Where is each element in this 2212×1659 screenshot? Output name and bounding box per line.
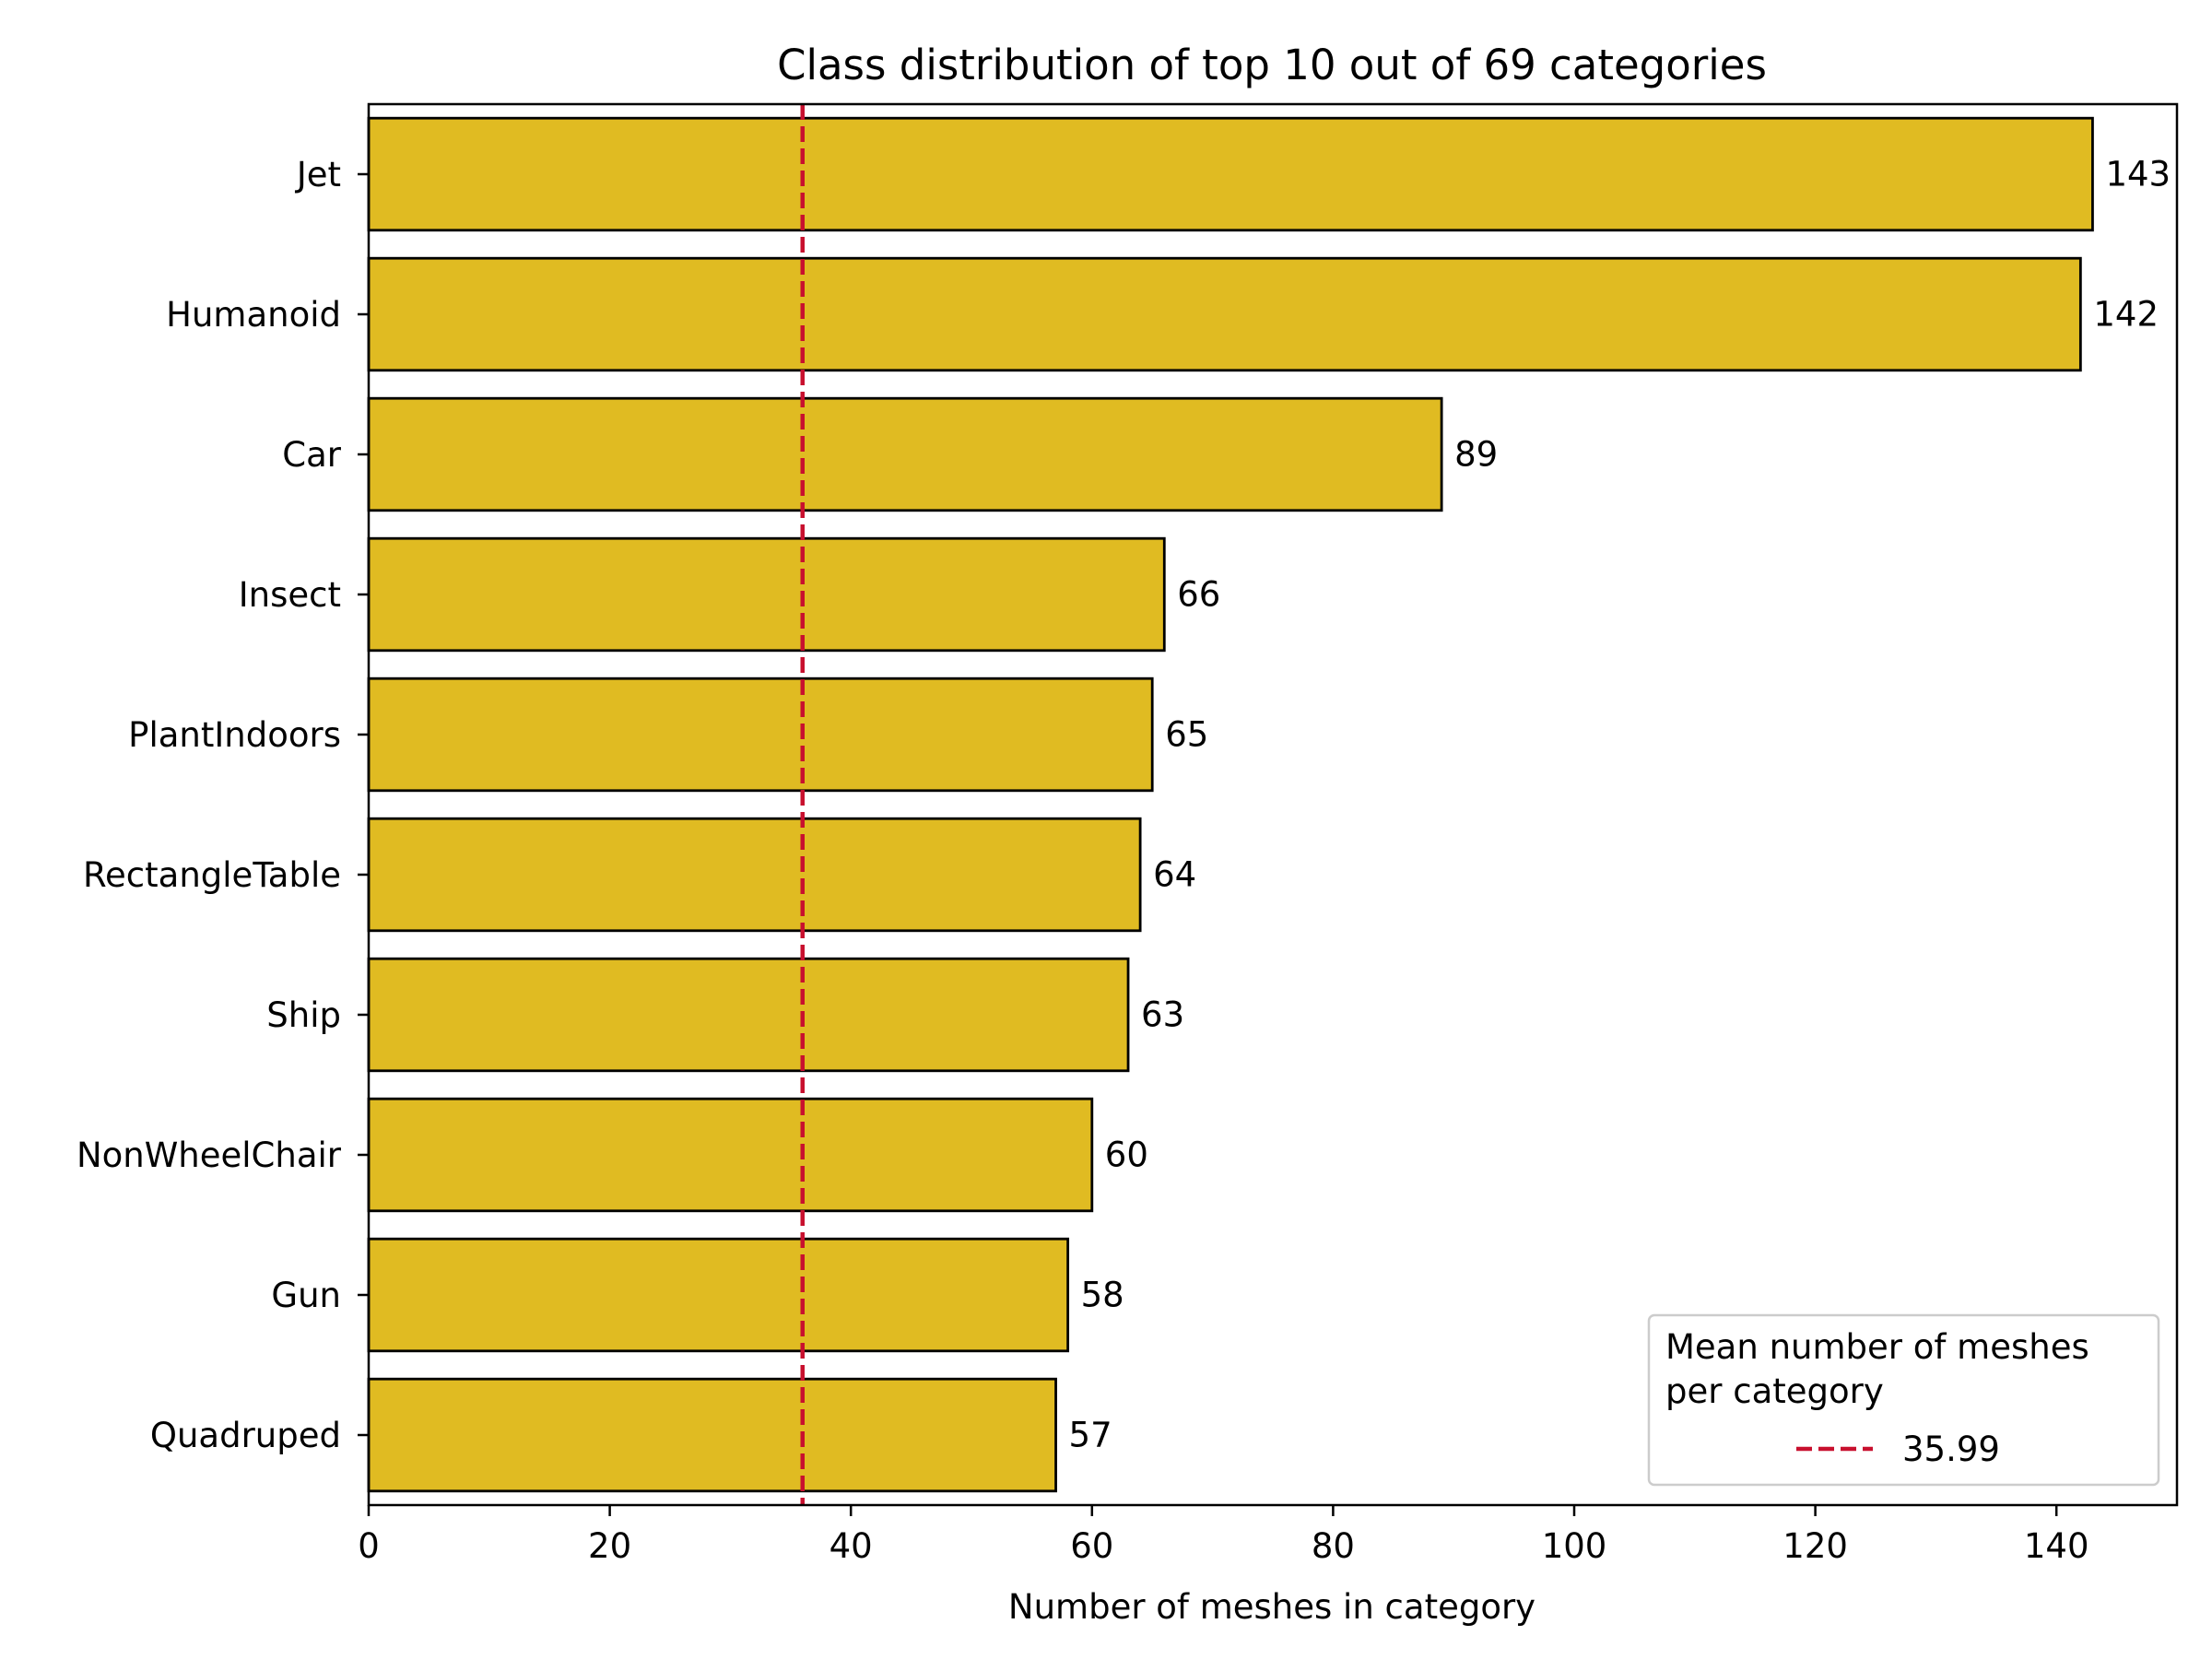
y-tick-label-jet: Jet: [295, 155, 341, 194]
y-tick-label-insect: Insect: [239, 575, 341, 615]
x-tick-label: 0: [358, 1526, 380, 1566]
x-tick-label: 40: [830, 1526, 873, 1566]
data-label-car: 89: [1454, 435, 1498, 475]
bar-gun: [367, 1237, 1070, 1353]
legend-title: Mean number of meshes per category: [1665, 1327, 2089, 1411]
data-label-humanoid: 142: [2093, 295, 2159, 335]
x-tick-label: 80: [1312, 1526, 1355, 1566]
x-tick-label: 100: [1542, 1526, 1607, 1566]
bar-car: [367, 396, 1443, 512]
bar-jet: [367, 116, 2094, 232]
bar-rectangletable: [367, 817, 1142, 933]
data-label-jet: 143: [2105, 155, 2171, 194]
bar-ship: [367, 957, 1130, 1073]
bar-nonwheelchair: [367, 1097, 1094, 1213]
bar-plantindoors: [367, 677, 1154, 793]
bars-group: 143 142 89 66 65 64 63 60 58 57: [367, 116, 2171, 1493]
data-label-gun: 58: [1081, 1276, 1124, 1315]
data-label-ship: 63: [1141, 995, 1184, 1035]
chart-title: Class distribution of top 10 out of 69 c…: [777, 41, 1767, 89]
y-tick-label-humanoid: Humanoid: [166, 295, 341, 335]
data-label-quadruped: 57: [1069, 1416, 1112, 1455]
y-tick-label-gun: Gun: [271, 1276, 341, 1315]
plot-frame: [367, 102, 2179, 1507]
data-label-insect: 66: [1177, 575, 1220, 615]
x-axis-label: Number of meshes in category: [1008, 1587, 1535, 1627]
bar-insect: [367, 536, 1166, 653]
x-tick-label: 120: [1783, 1526, 1848, 1566]
y-tick-label-car: Car: [282, 435, 342, 475]
y-axis: Jet Humanoid Car Insect PlantIndoors Rectangl…: [76, 155, 369, 1455]
data-label-nonwheelchair: 60: [1105, 1135, 1148, 1175]
y-tick-label-nonwheelchair: NonWheelChair: [76, 1135, 342, 1175]
legend: Mean number of meshes per category 35.99: [1647, 1313, 2160, 1487]
x-tick-label: 20: [588, 1526, 631, 1566]
legend-box: [1647, 1313, 2160, 1487]
x-tick-label: 140: [2024, 1526, 2089, 1566]
y-tick-label-plantindoors: PlantIndoors: [128, 715, 341, 755]
data-label-plantindoors: 65: [1165, 715, 1208, 755]
bar-humanoid: [367, 256, 2082, 372]
x-tick-label: 60: [1070, 1526, 1113, 1566]
data-label-rectangletable: 64: [1153, 855, 1196, 895]
legend-entry-label: 35.99: [1902, 1430, 2000, 1469]
y-tick-label-ship: Ship: [266, 995, 341, 1035]
y-tick-label-quadruped: Quadruped: [150, 1416, 341, 1455]
x-axis: 0 20 40 60 80 100 120 140: [358, 1505, 2089, 1566]
y-tick-label-rectangletable: RectangleTable: [83, 855, 341, 895]
bar-quadruped: [367, 1377, 1057, 1493]
